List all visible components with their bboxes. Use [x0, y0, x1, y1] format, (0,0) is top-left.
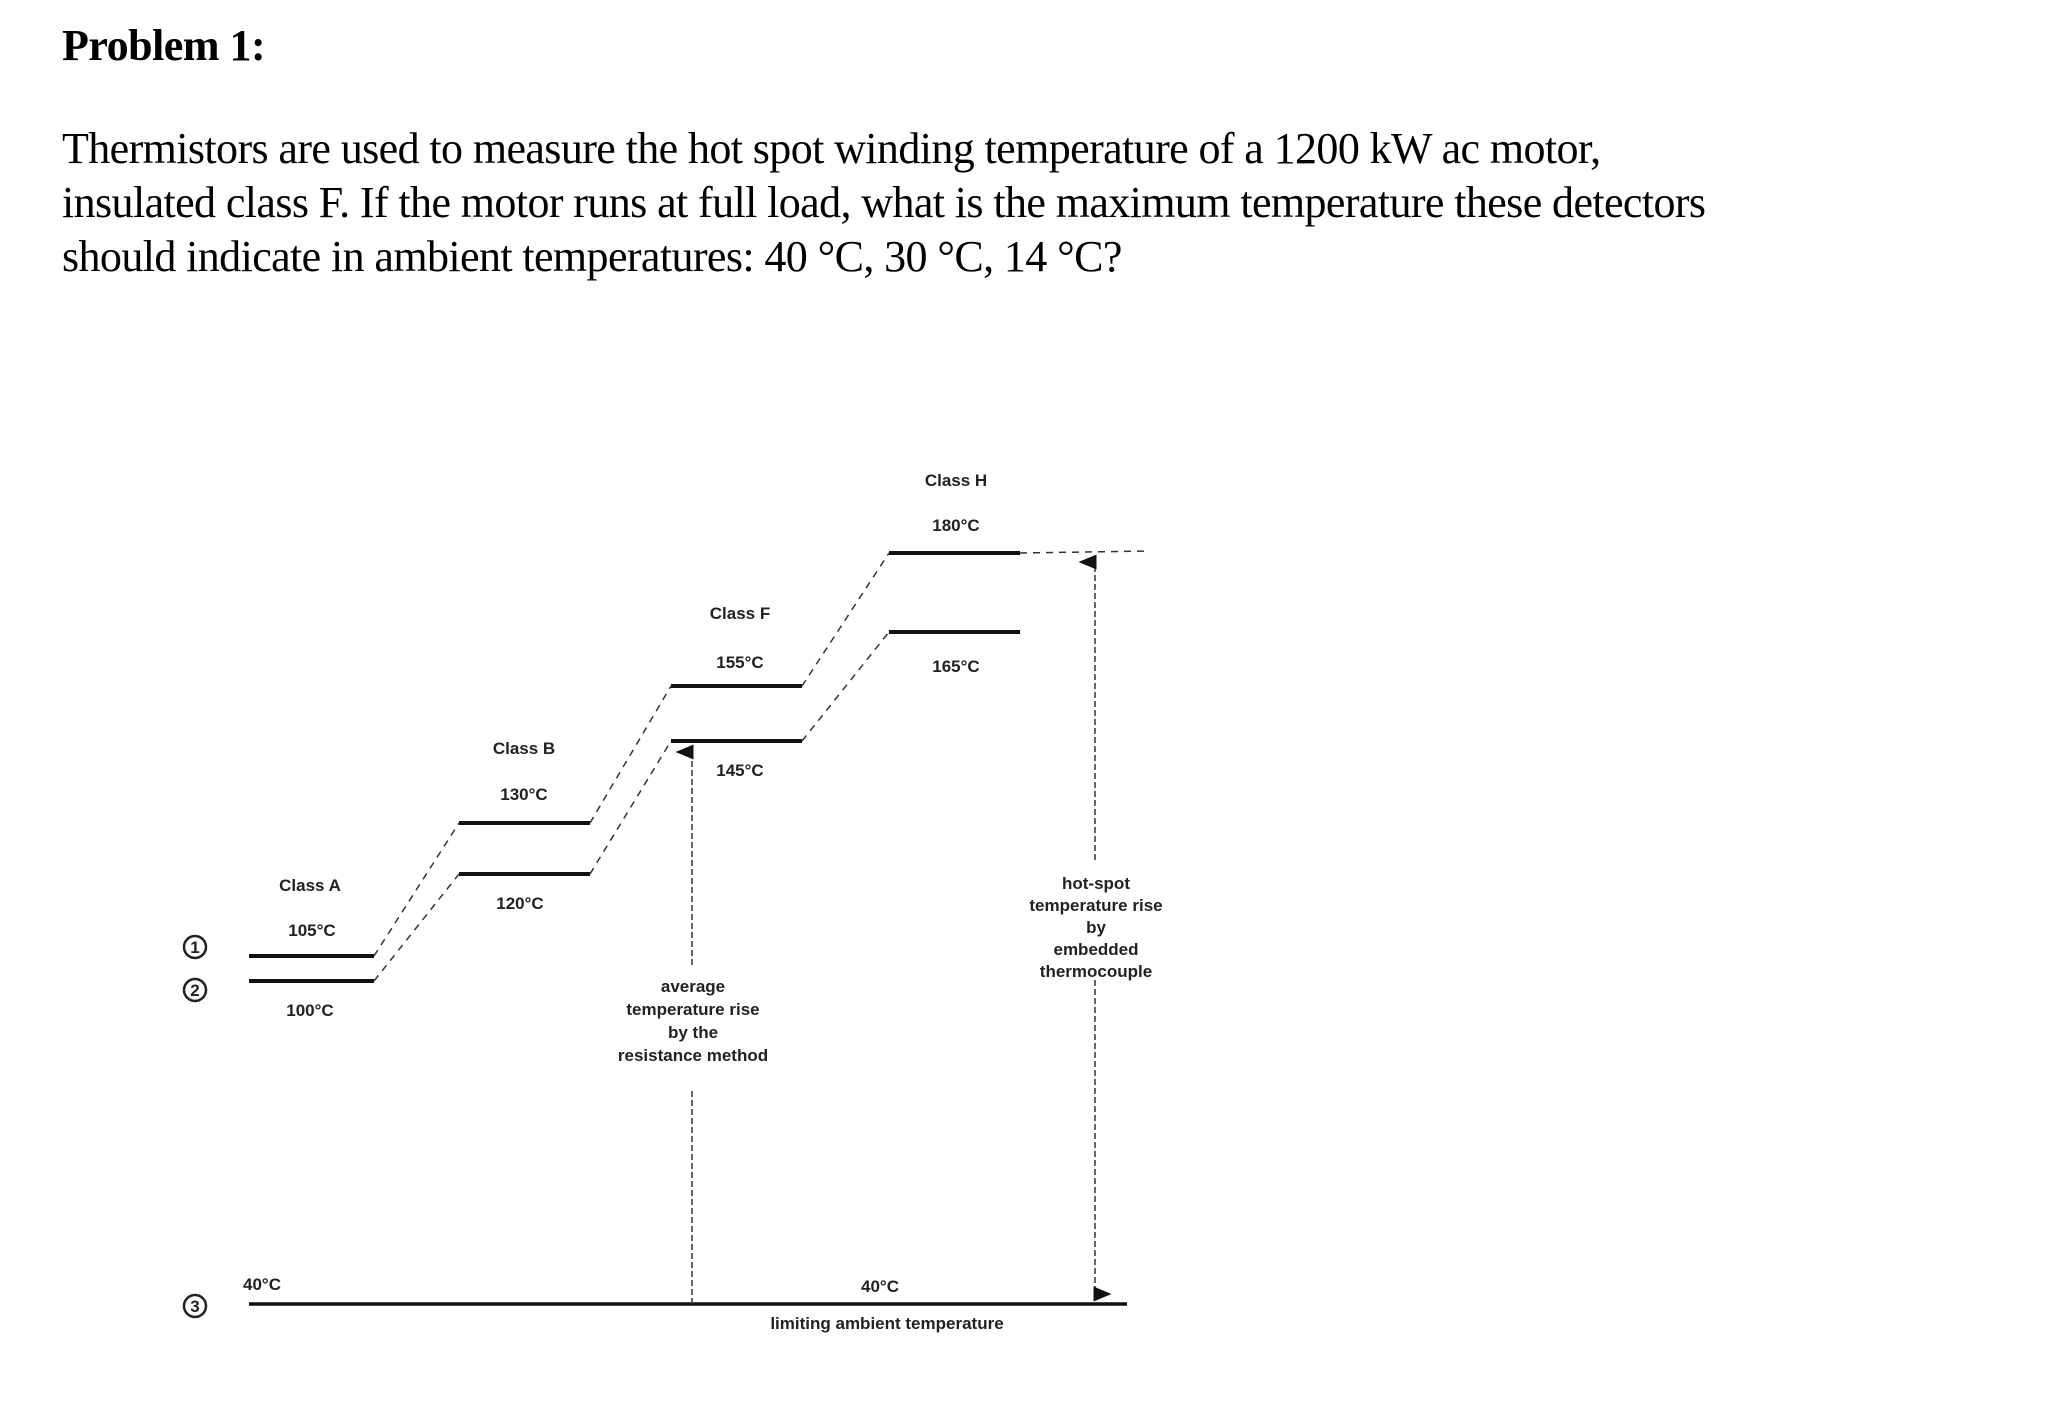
problem-line-3: should indicate in ambient temperatures:… — [62, 232, 1122, 281]
class-f-group: Class F 155°C 145°C — [671, 604, 802, 780]
class-f-hotspot-temp: 155°C — [716, 653, 763, 672]
hotspot-rise-arrow: hot-spot temperature rise by embedded th… — [1029, 554, 1163, 1302]
svg-text:embedded: embedded — [1053, 940, 1138, 959]
class-b-hotspot-temp: 130°C — [500, 785, 547, 804]
problem-line-1: Thermistors are used to measure the hot … — [62, 124, 1601, 173]
svg-text:1: 1 — [190, 938, 199, 957]
class-a-group: Class A 105°C 100°C — [249, 876, 374, 1020]
svg-text:temperature rise: temperature rise — [1029, 896, 1162, 915]
average-rise-arrow: average temperature rise by the resistan… — [618, 744, 768, 1304]
class-h-label: Class H — [925, 471, 987, 490]
ambient-caption: limiting ambient temperature — [770, 1314, 1003, 1333]
svg-text:average: average — [661, 977, 725, 996]
marker-1: 1 — [182, 934, 208, 960]
svg-text:temperature rise: temperature rise — [626, 1000, 759, 1019]
class-h-average-temp: 165°C — [932, 657, 979, 676]
class-f-label: Class F — [710, 604, 770, 623]
svg-text:3: 3 — [190, 1297, 199, 1316]
ambient-center-label: 40°C — [861, 1277, 899, 1296]
svg-text:2: 2 — [190, 981, 199, 1000]
marker-2: 2 — [182, 977, 208, 1003]
class-a-average-temp: 100°C — [286, 1001, 333, 1020]
svg-text:thermocouple: thermocouple — [1040, 962, 1152, 981]
problem-title: Problem 1: — [62, 21, 266, 70]
class-b-average-temp: 120°C — [496, 894, 543, 913]
problem-line-2: insulated class F. If the motor runs at … — [62, 178, 1706, 227]
class-a-label: Class A — [279, 876, 341, 895]
class-f-average-temp: 145°C — [716, 761, 763, 780]
class-b-label: Class B — [493, 739, 555, 758]
hotspot-connectors — [373, 550, 1151, 957]
svg-text:resistance method: resistance method — [618, 1046, 768, 1065]
average-connectors — [373, 631, 890, 982]
class-a-hotspot-temp: 105°C — [288, 921, 335, 940]
svg-text:by the: by the — [668, 1023, 718, 1042]
class-b-group: Class B 130°C 120°C — [459, 739, 590, 913]
problem-statement: Thermistors are used to measure the hot … — [62, 122, 2002, 284]
marker-3: 3 — [182, 1293, 208, 1319]
class-h-group: Class H 180°C 165°C — [889, 471, 1020, 676]
ambient-left-label: 40°C — [243, 1275, 281, 1294]
ambient-baseline: 40°C 40°C limiting ambient temperature — [243, 1275, 1127, 1333]
class-h-hotspot-temp: 180°C — [932, 516, 979, 535]
svg-text:by: by — [1086, 918, 1106, 937]
svg-text:hot-spot: hot-spot — [1062, 874, 1130, 893]
